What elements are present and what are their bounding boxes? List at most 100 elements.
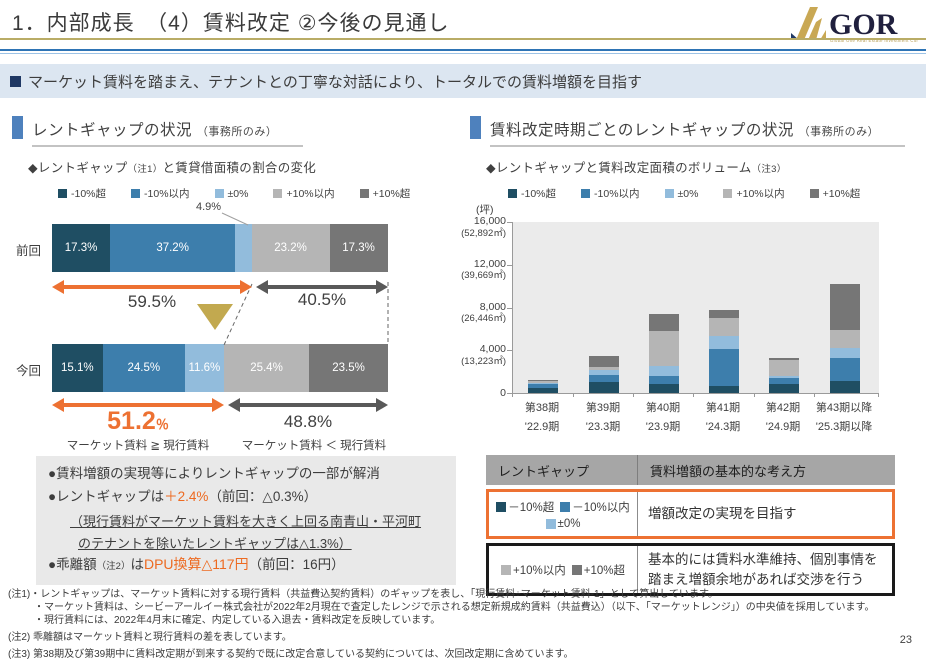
legend-swatch-icon: [809, 189, 819, 198]
y-tick-value: 16,000: [473, 215, 506, 227]
legend-swatch-icon: [214, 189, 224, 198]
legend-label: +10%以内: [736, 188, 785, 200]
y-tick-mark: [507, 307, 512, 309]
table-legend-label: －10%超: [508, 501, 555, 514]
y-axis-unit: (坪): [476, 204, 494, 216]
section-marker-icon: [12, 116, 23, 139]
y-tick-label: 12,000 (39,669㎡): [434, 258, 506, 282]
x-tick-mark: [573, 393, 574, 397]
table-cell-policy: 増額改定の実現を目指す: [648, 506, 797, 522]
x-category-sublabel: '23.9期: [645, 421, 681, 433]
bar-segment: [235, 224, 252, 272]
stacked-bar-segment: [649, 376, 679, 385]
note-bullet-2-sub1: （現行賃料がマーケット賃料を大きく上回る南青山・平河町: [70, 514, 422, 530]
left-section-title-suffix: （事務所のみ）: [196, 126, 278, 138]
y-tick-sublabel: (39,669㎡): [461, 270, 506, 282]
x-tick-mark: [878, 393, 879, 397]
table-legend-line: ±0%: [545, 518, 580, 530]
prev-left-percentage: 59.5%: [127, 292, 177, 311]
legend-swatch-icon: [545, 518, 556, 529]
x-tick-mark: [814, 393, 815, 397]
x-category-sublabel: '24.9期: [765, 421, 801, 433]
gor-logo: GOR Global One Real Estate Investment Co…: [788, 2, 918, 48]
x-category-label: 第42期: [765, 402, 801, 414]
legend-item: +10%以内: [723, 186, 785, 201]
gold-divider: [0, 38, 926, 40]
legend-swatch-icon: [664, 189, 674, 198]
bar-segment: 15.1%: [52, 344, 103, 392]
stacked-bar-segment: [769, 357, 799, 361]
rent-gap-value: ＋2.4%: [164, 489, 209, 505]
legend-item: -10%以内: [581, 186, 640, 201]
footnote-2: (注2) 乖離額はマーケット賃料と現行賃料の差を表しています。: [8, 632, 292, 643]
prev-stacked-bar: 17.3% 37.2% 23.2% 17.3%: [52, 224, 388, 272]
table-cell-legend: －10%超 －10%以内 ±0%: [489, 492, 638, 536]
y-tick-value: 12,000: [473, 257, 506, 270]
stacked-bar-segment: [769, 377, 799, 384]
gor-logo-mark: GOR Global One Real Estate Investment Co…: [791, 7, 918, 43]
stacked-bar-segment: [649, 313, 679, 332]
left-section-header: レントギャップの状況 （事務所のみ）: [12, 116, 304, 147]
right-section-header: 賃料改定時期ごとのレントギャップの状況 （事務所のみ）: [470, 116, 906, 147]
left-chart-subtitle: ◆レントギャップ（注1）と賃貸借面積の割合の変化: [28, 161, 317, 175]
prev-row-label: 前回: [16, 244, 42, 258]
stacked-bar-segment: [830, 329, 860, 349]
table-cell-policy: 基本的には賃料水準維持、個別事情を踏まえ増額余地があれば交渉を行う: [648, 552, 878, 587]
y-tick-value: 0: [500, 387, 506, 399]
legend-item: ±0%: [664, 187, 699, 200]
stacked-bar-segment: [769, 383, 799, 393]
y-tick-mark: [507, 393, 512, 394]
bar-segment: 25.4%: [223, 344, 310, 392]
table-legend-label: +10%以内: [513, 564, 566, 577]
legend-label: ±0%: [677, 187, 699, 200]
table-legend-label: +10%超: [583, 564, 625, 577]
legend-item: -10%超: [58, 186, 106, 201]
bar-segment: 17.3%: [329, 224, 388, 272]
stacked-bar-segment: [528, 380, 558, 384]
table-legend-line: －10%超 －10%以内: [496, 499, 630, 515]
y-tick-mark: [507, 222, 512, 223]
legend-label: -10%以内: [594, 188, 640, 200]
stacked-bar-segment: [830, 284, 860, 330]
legend-label: +10%以内: [286, 188, 335, 200]
right-chart-subtitle: ◆レントギャップと賃料改定面積のボリューム（注3）: [486, 161, 787, 175]
bar-segment: 37.2%: [110, 224, 236, 272]
legend-label: -10%以内: [144, 188, 190, 200]
legend-label: +10%超: [822, 188, 861, 200]
table-legend-label: －10%以内: [572, 501, 630, 514]
legend-item: -10%以内: [131, 186, 190, 201]
rent-gap-policy-table: レントギャップ 賃料増額の基本的な考え方 －10%超 －10%以内 ±0% 増額改定…: [486, 455, 895, 597]
x-category-sublabel: '25.3期以降: [815, 421, 873, 433]
now-right-caption: マーケット賃料 ＜ 現行賃料: [241, 440, 387, 452]
note-bullet-2: ●レントギャップは＋2.4%（前回：△0.3%）: [48, 489, 318, 505]
legend-swatch-icon: [581, 189, 591, 198]
stacked-bar-segment: [528, 380, 558, 381]
stacked-bar-segment: [709, 318, 739, 337]
stacked-bar-segment: [709, 336, 739, 349]
y-tick-sublabel: (26,446㎡): [461, 313, 506, 325]
page-number: 23: [899, 634, 912, 646]
stacked-bar-segment: [589, 369, 619, 376]
y-tick-mark: [507, 350, 512, 352]
page-title: 1．内部成長 （4）賃料改定 ②今後の見通し: [12, 12, 450, 35]
stacked-bar-segment: [589, 382, 619, 393]
legend-item: -10%超: [508, 186, 556, 201]
gor-logo-tagline: Global One Real Estate Investment Corp.: [830, 38, 918, 43]
now-left-caption: マーケット賃料 ≧ 現行賃料: [66, 440, 210, 452]
left-chart-legend: -10%超 -10%以内 ±0% +10%以内 +10%超: [58, 186, 410, 201]
x-category-label: 第41期: [705, 402, 741, 414]
x-category-sublabel: '22.9期: [524, 421, 560, 433]
x-category-sublabel: '24.3期: [705, 421, 741, 433]
bar-segment: 24.5%: [102, 344, 185, 392]
y-tick-mark: [507, 264, 512, 266]
stacked-bar-segment: [709, 309, 739, 319]
table-row-increase: －10%超 －10%以内 ±0% 増額改定の実現を目指す: [486, 489, 895, 539]
table-row-maintain: +10%以内 +10%超 基本的には賃料水準維持、個別事情を踏まえ増額余地があれば…: [486, 543, 895, 597]
note-bullet-2-sub2: のテナントを除いたレントギャップは△1.3%）: [78, 536, 352, 552]
x-tick-mark: [693, 393, 694, 397]
x-category-label: 第39期: [585, 402, 621, 414]
x-tick-mark: [512, 393, 513, 397]
legend-label: +10%超: [372, 188, 411, 200]
blue-divider: [0, 49, 926, 51]
headline-text: マーケット賃料を踏まえ、テナントとの丁寧な対話により、トータルでの賃料増額を目指…: [28, 73, 642, 91]
